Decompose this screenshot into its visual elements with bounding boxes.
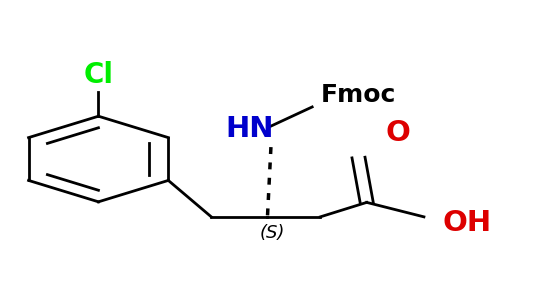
Text: (S): (S) xyxy=(259,224,284,242)
Text: OH: OH xyxy=(443,209,492,237)
Text: Fmoc: Fmoc xyxy=(321,84,396,107)
Text: HN: HN xyxy=(225,115,273,143)
Text: Cl: Cl xyxy=(83,61,113,89)
Text: O: O xyxy=(386,119,411,147)
